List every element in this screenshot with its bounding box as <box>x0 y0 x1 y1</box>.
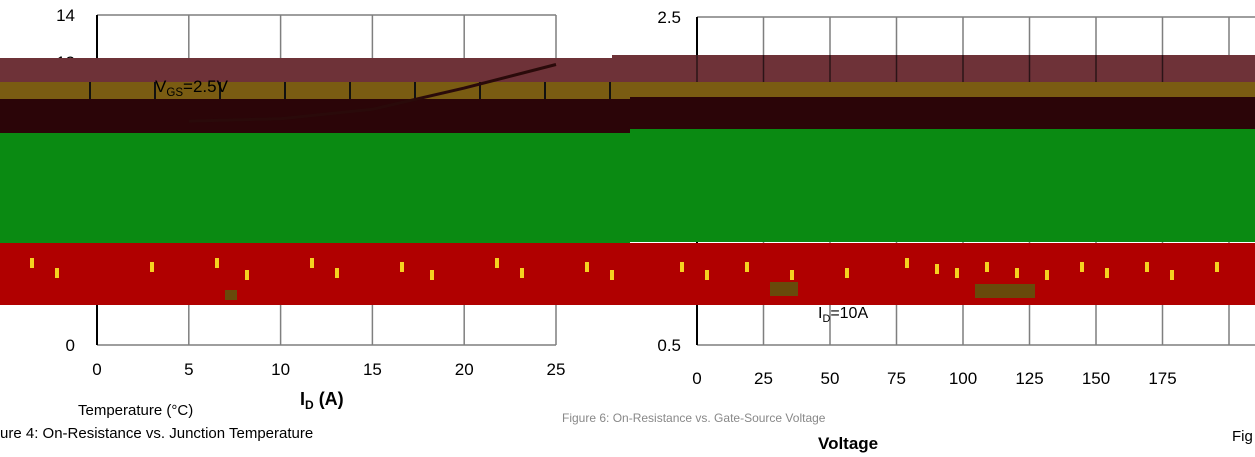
left-x-tick-label: 0 <box>92 360 101 379</box>
speckle <box>430 270 434 280</box>
left-annotation-vgs: VGS=2.5V <box>155 77 229 99</box>
speckle <box>680 262 684 272</box>
speckle <box>790 270 794 280</box>
figure-edge-caption: Fig <box>1232 428 1253 445</box>
band-green-right <box>630 129 1255 242</box>
band-maroon-right <box>612 55 1255 82</box>
speckle <box>30 258 34 268</box>
right-x-tick-label: 0 <box>692 369 701 388</box>
speckle <box>55 268 59 278</box>
speckle <box>1215 262 1219 272</box>
band-red <box>0 243 1255 305</box>
speckle <box>495 258 499 268</box>
right-x-tick-label: 50 <box>821 369 840 388</box>
speckle <box>1045 270 1049 280</box>
speckle <box>955 268 959 278</box>
right-x-tick-label: 25 <box>754 369 773 388</box>
speckle <box>745 262 749 272</box>
left-y-tick-label: 14 <box>56 6 75 25</box>
left-x-tick-label: 10 <box>271 360 290 379</box>
speckle <box>1145 262 1149 272</box>
speckle <box>215 258 219 268</box>
speckle <box>935 264 939 274</box>
left-x-tick-label: 20 <box>455 360 474 379</box>
voltage-caption: Voltage <box>818 434 879 453</box>
speckle-cluster <box>225 290 237 300</box>
figure-6-caption: Figure 6: On-Resistance vs. Gate-Source … <box>562 411 826 425</box>
speckle <box>150 262 154 272</box>
speckle <box>845 268 849 278</box>
speckle <box>1080 262 1084 272</box>
left-x-axis-label: ID (A) <box>300 389 344 412</box>
speckle <box>400 262 404 272</box>
speckle <box>245 270 249 280</box>
speckle <box>335 268 339 278</box>
speckle <box>310 258 314 268</box>
right-x-tick-label: 75 <box>887 369 906 388</box>
figure-4-caption: ure 4: On-Resistance vs. Junction Temper… <box>0 425 314 442</box>
right-x-tick-label: 175 <box>1148 369 1176 388</box>
speckle <box>1170 270 1174 280</box>
speckle <box>985 262 989 272</box>
speckle <box>1105 268 1109 278</box>
band-maroon-left <box>0 58 612 83</box>
left-x-tick-label: 25 <box>547 360 566 379</box>
band-olive <box>0 82 1255 99</box>
band-green-left <box>0 133 630 243</box>
speckle <box>585 262 589 272</box>
right-x-tick-label: 100 <box>949 369 977 388</box>
speckle <box>610 270 614 280</box>
speckle <box>705 270 709 280</box>
speckle <box>905 258 909 268</box>
speckle-cluster <box>975 284 1035 298</box>
speckle-cluster <box>770 282 798 296</box>
right-x-tick-label: 150 <box>1082 369 1110 388</box>
right-annotation-id: ID=10A <box>818 305 868 325</box>
speckle <box>520 268 524 278</box>
left-y-tick-label: 0 <box>66 336 75 355</box>
left-series-line <box>188 63 557 123</box>
right-y-tick-label: 0.5 <box>657 336 681 355</box>
left-x-tick-label: 5 <box>184 360 193 379</box>
right-y-tick-label: 2.5 <box>657 8 681 27</box>
speckle <box>1015 268 1019 278</box>
band-dark-right <box>630 97 1255 129</box>
temperature-caption: Temperature (°C) <box>78 402 194 419</box>
left-x-tick-label: 15 <box>363 360 382 379</box>
right-x-tick-label: 125 <box>1015 369 1043 388</box>
